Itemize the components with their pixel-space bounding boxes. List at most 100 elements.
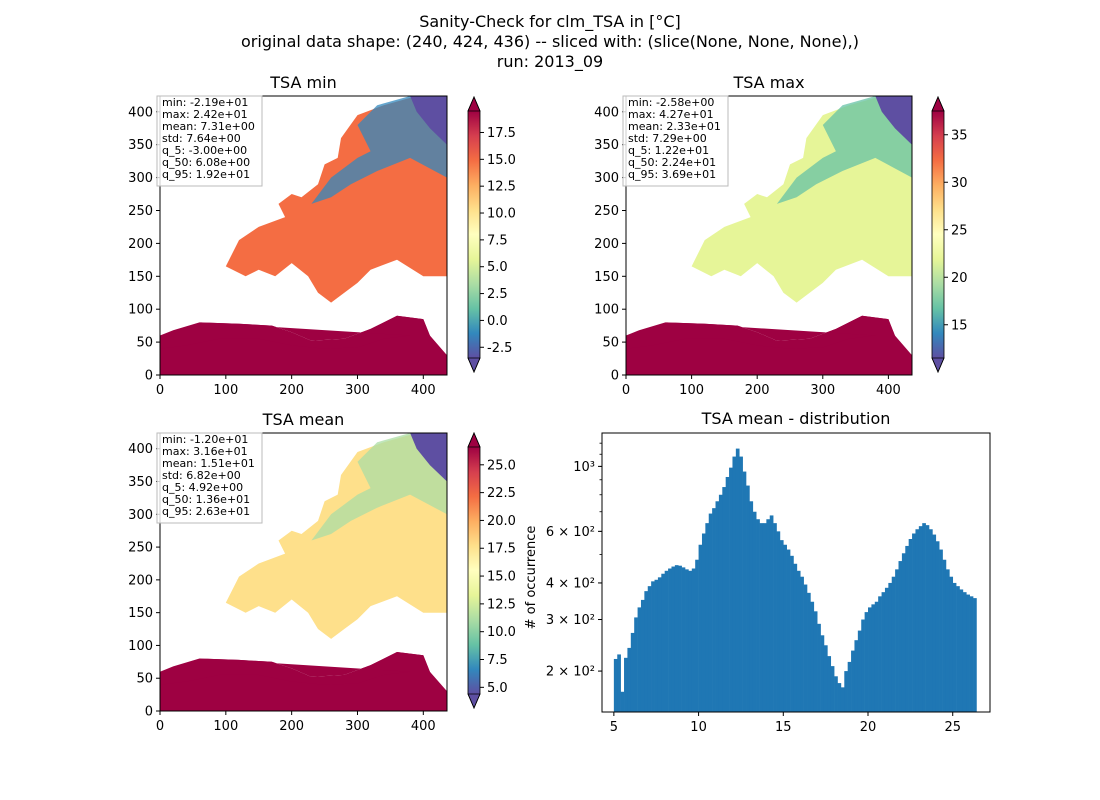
histogram-bar bbox=[837, 683, 842, 712]
stats-line: min: -2.19e+01 bbox=[162, 96, 248, 109]
histogram-bar bbox=[840, 687, 845, 712]
histogram-bar bbox=[681, 567, 686, 712]
figure-title: Sanity-Check for clm_TSA in [°C] origina… bbox=[0, 12, 1100, 72]
map-panel-2: TSA max 0 100 200 300 400 0 50 100 150 200 250 300 35… bbox=[594, 73, 967, 398]
histogram-bar bbox=[640, 599, 645, 712]
histogram-bar bbox=[929, 529, 933, 712]
histogram-bar bbox=[786, 549, 791, 712]
histogram-bar bbox=[752, 511, 757, 712]
histogram-bar bbox=[959, 589, 964, 712]
histogram-bar bbox=[654, 579, 659, 712]
stats-box-frame bbox=[622, 95, 729, 187]
histogram-bar bbox=[617, 654, 621, 712]
colorbar-extend-min bbox=[931, 357, 945, 374]
y-tick-label: 250 bbox=[594, 204, 619, 219]
figure-title-line-2: original data shape: (240, 424, 436) -- … bbox=[241, 32, 859, 51]
y-tick-label: 100 bbox=[128, 639, 153, 654]
histogram-bar bbox=[800, 576, 804, 712]
y-axis-label: # of occurrence bbox=[524, 526, 539, 630]
histogram-bar bbox=[922, 523, 926, 712]
histogram-bar bbox=[891, 576, 896, 712]
y-tick-label: 250 bbox=[128, 204, 153, 219]
x-tick-label: 400 bbox=[411, 383, 436, 398]
y-tick-label: 4 × 10² bbox=[546, 576, 595, 591]
colorbar-tick-label: 5.0 bbox=[487, 260, 508, 275]
colorbar-tick-label: -2.5 bbox=[487, 341, 512, 356]
histogram-bar bbox=[620, 691, 625, 712]
x-tick-label: 200 bbox=[279, 719, 304, 734]
panel-title: TSA min bbox=[269, 73, 336, 92]
histogram-bar bbox=[807, 592, 811, 712]
histogram-bar bbox=[613, 658, 618, 712]
histogram-bar bbox=[854, 640, 859, 712]
histogram-bar bbox=[949, 576, 954, 712]
y-tick-label: 150 bbox=[128, 270, 153, 285]
map-region-arctic bbox=[410, 433, 447, 482]
colorbar-extend-min bbox=[467, 357, 481, 374]
y-tick-label: 150 bbox=[128, 606, 153, 621]
colorbar-tick-label: 7.5 bbox=[487, 233, 508, 248]
map-region-north bbox=[776, 96, 912, 204]
axes-frame bbox=[159, 432, 448, 712]
y-tick-label: 250 bbox=[128, 541, 153, 556]
histogram-bar bbox=[973, 598, 977, 712]
axes-frame bbox=[601, 432, 991, 713]
histogram-bar bbox=[691, 568, 696, 712]
stats-line: q_95: 3.69e+01 bbox=[628, 168, 716, 181]
y-tick-label: 350 bbox=[594, 138, 619, 153]
histogram-bar bbox=[739, 456, 743, 712]
colorbar-extend-max bbox=[467, 431, 481, 448]
histogram-bar bbox=[827, 656, 832, 712]
stats-line: max: 3.16e+01 bbox=[162, 445, 248, 458]
histogram-bar bbox=[915, 529, 920, 712]
y-tick-label: 6 × 10² bbox=[546, 525, 595, 540]
figure-title-line-1: Sanity-Check for clm_TSA in [°C] bbox=[419, 12, 681, 31]
histogram-bar bbox=[932, 534, 937, 712]
stats-line: q_50: 1.36e+01 bbox=[162, 493, 250, 506]
histogram-bar bbox=[644, 591, 649, 712]
stats-line: max: 4.27e+01 bbox=[628, 108, 714, 121]
colorbar: 5.0 7.5 10.0 12.5 15.0 17.5 20.0 22.5 25.0 bbox=[467, 431, 516, 710]
y-tick-label: 10³ bbox=[573, 460, 595, 475]
stats-box-frame bbox=[156, 95, 263, 187]
histogram-bar bbox=[834, 676, 838, 712]
y-tick-label: 3 × 10² bbox=[546, 613, 595, 628]
colorbar-tick-label: 35 bbox=[951, 128, 968, 143]
x-tick-label: 300 bbox=[810, 383, 835, 398]
map-region-sahara bbox=[160, 315, 447, 375]
map-region-sahara bbox=[626, 315, 912, 375]
histogram-bar bbox=[627, 647, 632, 712]
colorbar-tick-label: 17.5 bbox=[487, 126, 516, 141]
colorbar-extend-min bbox=[467, 693, 481, 710]
histogram-bar bbox=[952, 582, 957, 712]
histogram-bar bbox=[895, 569, 899, 712]
y-tick-label: 2 × 10² bbox=[546, 665, 595, 680]
histogram-bar bbox=[878, 596, 882, 712]
stats-line: q_50: 6.08e+00 bbox=[162, 156, 250, 169]
histogram-bar bbox=[698, 544, 703, 712]
histogram-bar bbox=[657, 577, 662, 712]
histogram-bar bbox=[793, 563, 798, 712]
y-tick-label: 350 bbox=[128, 138, 153, 153]
histogram-bar bbox=[823, 645, 828, 712]
histogram-bar bbox=[705, 523, 710, 712]
histogram-bar bbox=[861, 619, 865, 712]
histogram-bar bbox=[945, 569, 950, 712]
stats-line: q_5: 4.92e+00 bbox=[162, 481, 243, 494]
colorbar-outline bbox=[467, 431, 481, 710]
stats-line: std: 7.64e+00 bbox=[162, 132, 241, 145]
colorbar-tick-label: 10.0 bbox=[487, 625, 516, 640]
histogram-bar bbox=[779, 540, 784, 712]
y-tick-label: 150 bbox=[594, 270, 619, 285]
x-tick-label: 5 bbox=[610, 720, 618, 735]
x-tick-label: 200 bbox=[279, 383, 304, 398]
x-tick-label: 0 bbox=[622, 383, 630, 398]
colorbar-tick-label: 20 bbox=[951, 271, 968, 286]
histogram-bar bbox=[881, 592, 886, 712]
colorbar-tick-label: 25.0 bbox=[487, 458, 516, 473]
stats-line: max: 2.42e+01 bbox=[162, 108, 248, 121]
histogram-bar bbox=[905, 545, 909, 712]
colorbar-tick-label: 2.5 bbox=[487, 287, 508, 302]
